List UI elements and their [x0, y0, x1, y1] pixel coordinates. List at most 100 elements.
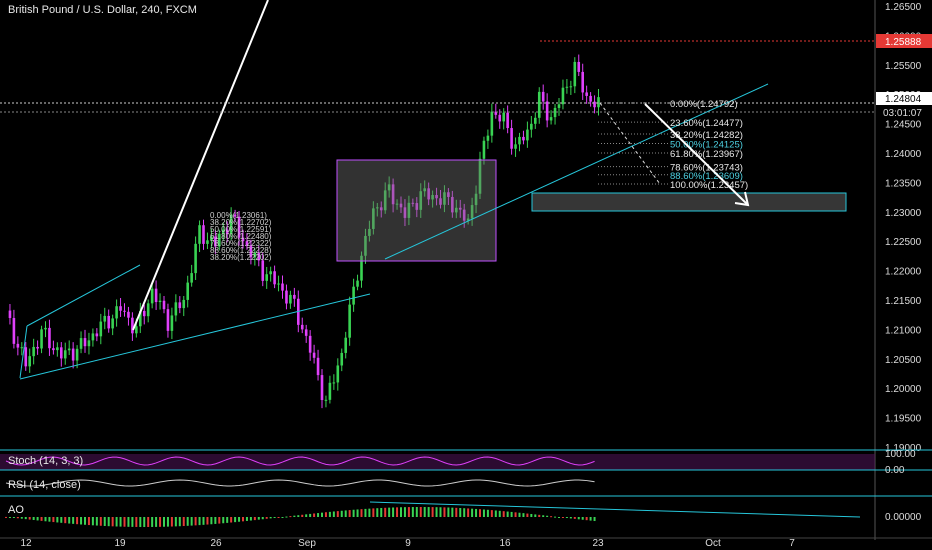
- candle-body: [419, 191, 423, 210]
- ao-bar: [305, 514, 308, 517]
- candle-body: [103, 315, 107, 322]
- candle-body: [131, 317, 134, 334]
- candle-body: [225, 229, 229, 235]
- ao-bar: [313, 513, 316, 517]
- steep-line: [132, 0, 269, 331]
- ao-bar: [400, 507, 402, 517]
- price-tick-label: 1.22500: [885, 237, 922, 248]
- ao-bar: [206, 517, 209, 525]
- ao-bar: [249, 517, 252, 521]
- ao-bar: [522, 513, 525, 517]
- ao-bar: [80, 517, 83, 525]
- candle-body: [63, 350, 67, 359]
- candle-body: [127, 311, 130, 318]
- candle-body: [549, 117, 553, 121]
- ao-bar: [87, 517, 90, 526]
- candle-body: [482, 140, 486, 159]
- price-tick-label: 1.24000: [885, 149, 922, 160]
- candle-body: [423, 188, 426, 192]
- ao-bar: [321, 512, 323, 517]
- ao-bar: [419, 507, 422, 517]
- ao-bar: [178, 517, 181, 527]
- candle-body: [198, 225, 201, 244]
- ao-bar: [577, 517, 580, 520]
- ao-bar: [384, 507, 387, 517]
- candle-body: [364, 235, 367, 256]
- candle-body: [478, 158, 482, 194]
- ao-bar: [376, 508, 379, 517]
- candle-body: [123, 310, 126, 312]
- ao-bar: [297, 515, 300, 517]
- old-fib-label: 38.20%(1.22202): [210, 253, 272, 262]
- candle-body: [553, 107, 557, 118]
- candle-body: [522, 136, 525, 141]
- ao-label: AO: [8, 504, 24, 516]
- candle-body: [324, 399, 328, 401]
- candle-body: [249, 245, 253, 258]
- ao-bar: [447, 507, 450, 517]
- ao-bar: [542, 515, 545, 517]
- ao-bar: [48, 517, 51, 522]
- high-price-tag: 1.25888: [885, 37, 922, 48]
- time-label: 9: [405, 538, 411, 549]
- candle-body: [316, 357, 320, 376]
- ao-bar: [139, 517, 142, 527]
- candle-body: [356, 280, 359, 287]
- ao-bar: [364, 508, 367, 517]
- price-tick-label: 1.24500: [885, 120, 922, 131]
- ao-bar: [396, 507, 399, 517]
- fib-level-label: 38.20%(1.24282): [670, 130, 743, 141]
- candle-body: [431, 195, 434, 200]
- time-label: 19: [114, 538, 126, 549]
- ao-bar: [569, 517, 572, 519]
- time-label: 26: [210, 538, 222, 549]
- candle-body: [526, 129, 529, 141]
- support-trendline: [19, 293, 371, 380]
- ao-bar: [459, 508, 462, 517]
- ao-bar: [210, 517, 213, 525]
- candle-body: [589, 95, 592, 102]
- ao-bar: [427, 507, 430, 517]
- price-tick-label: 1.26500: [885, 2, 922, 13]
- candle-body: [162, 300, 166, 310]
- candle-body: [253, 252, 257, 258]
- ao-bar: [107, 517, 110, 527]
- candle-body: [166, 309, 170, 331]
- time-label: Sep: [298, 538, 316, 549]
- ao-bar: [103, 517, 106, 526]
- ao-bar: [127, 517, 130, 527]
- fib-level-label: 50.00%(1.24125): [670, 140, 743, 151]
- candle-body: [486, 135, 490, 141]
- candle-body: [241, 237, 245, 242]
- ao-bar: [526, 513, 529, 517]
- ao-bar: [186, 517, 189, 526]
- fib-level-label: 100.00%(1.23457): [670, 180, 748, 191]
- candle-body: [111, 318, 114, 329]
- candle-body: [293, 294, 296, 299]
- ao-bar: [234, 517, 237, 523]
- ao-bar: [24, 517, 27, 520]
- candle-body: [458, 207, 462, 210]
- candle-body: [308, 335, 312, 353]
- candle-body: [48, 327, 51, 349]
- candle-body: [360, 255, 363, 281]
- candle-body: [237, 216, 241, 238]
- time-label: 16: [499, 538, 511, 549]
- candle-body: [146, 303, 150, 317]
- ao-bar: [550, 516, 553, 518]
- time-label: 23: [592, 538, 604, 549]
- ao-bar: [91, 517, 94, 526]
- ao-bar: [581, 517, 584, 520]
- candle-body: [455, 207, 458, 213]
- fib-connector: [599, 102, 661, 185]
- old-fib-label: 38.20%(1.22702): [210, 218, 272, 227]
- candle-body: [332, 382, 336, 384]
- ao-bar: [356, 509, 359, 517]
- candle-body: [150, 288, 154, 304]
- candle-body: [506, 112, 509, 129]
- candle-body: [557, 104, 561, 108]
- candle-body: [395, 203, 399, 205]
- candle-body: [40, 329, 43, 349]
- old-fib-label: 88.60%(1.22228): [210, 246, 272, 255]
